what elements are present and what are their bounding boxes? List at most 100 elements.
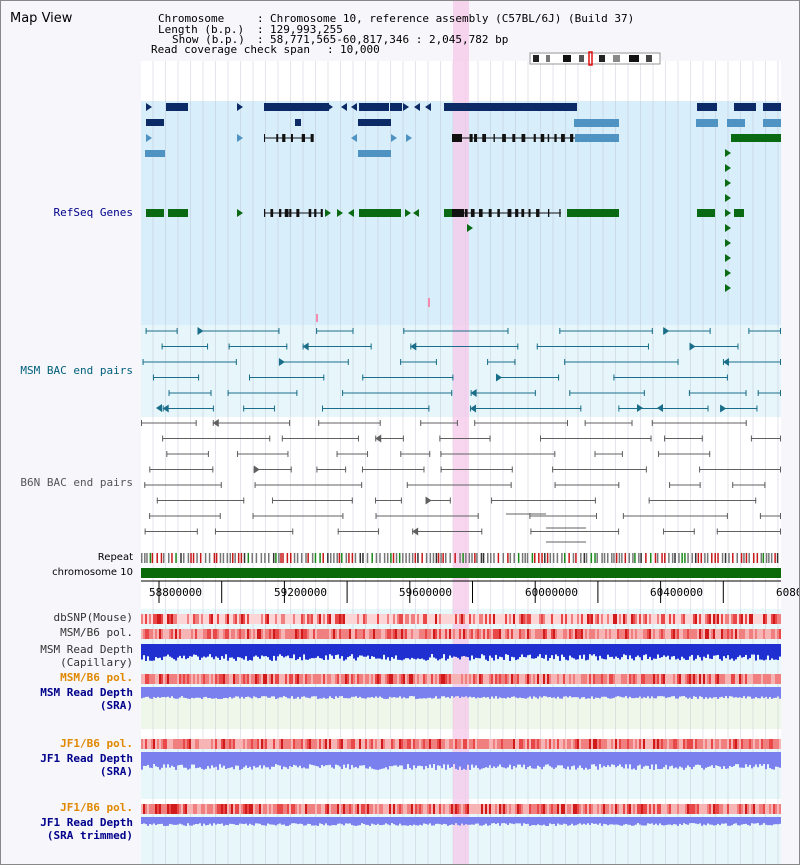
polymorphism-cell: [535, 739, 537, 749]
repeat-element: [684, 553, 686, 563]
polymorphism-cell: [637, 629, 639, 639]
strand-arrow-icon: [162, 404, 169, 413]
polymorphism-cell: [695, 674, 697, 684]
read-depth-bar: [507, 644, 509, 655]
track-label-refseq[interactable]: RefSeq Genes: [53, 206, 133, 219]
polymorphism-cell: [665, 804, 667, 814]
polymorphism-cell: [499, 804, 501, 814]
read-depth-bar: [231, 817, 233, 824]
read-depth-bar: [753, 817, 755, 824]
polymorphism-cell: [579, 804, 581, 814]
read-depth-bar: [195, 687, 197, 698]
read-depth-bar: [505, 752, 507, 769]
bac-end: [236, 451, 238, 457]
polymorphism-cell: [565, 614, 567, 624]
polymorphism-cell: [693, 614, 695, 624]
read-depth-bar: [587, 687, 589, 699]
read-depth-bar: [447, 817, 449, 826]
polymorphism-cell: [669, 804, 671, 814]
polymorphism-cell: [519, 804, 521, 814]
read-depth-bar: [713, 817, 715, 826]
polymorphism-cell: [489, 674, 491, 684]
bac-end: [517, 343, 519, 350]
polymorphism-cell: [611, 804, 613, 814]
polymorphism-cell: [607, 804, 609, 814]
read-depth-bar: [293, 644, 295, 655]
small-marker: [316, 314, 318, 322]
bac-end: [168, 390, 170, 396]
read-depth-bar: [575, 644, 577, 660]
polymorphism-cell: [465, 674, 467, 684]
polymorphism-cell: [627, 674, 629, 684]
read-depth-bar: [697, 687, 699, 699]
repeat-element: [240, 553, 243, 563]
polymorphism-cell: [255, 614, 257, 624]
polymorphism-cell: [443, 804, 445, 814]
read-depth-bar: [765, 752, 767, 770]
read-depth-bar: [591, 817, 593, 824]
read-depth-bar: [199, 817, 201, 824]
read-depth-bar: [169, 752, 171, 768]
read-depth-bar: [423, 644, 425, 660]
polymorphism-cell: [155, 804, 157, 814]
read-depth-bar: [399, 687, 401, 697]
read-depth-bar: [487, 644, 489, 661]
read-depth-bar: [309, 752, 311, 765]
polymorphism-cell: [257, 629, 259, 639]
polymorphism-cell: [213, 739, 215, 749]
polymorphism-cell: [625, 614, 627, 624]
polymorphism-cell: [723, 629, 725, 639]
polymorphism-cell: [415, 804, 417, 814]
polymorphism-cell: [671, 804, 673, 814]
polymorphism-cell: [687, 804, 689, 814]
read-depth-bar: [197, 687, 199, 698]
read-depth-bar: [369, 644, 371, 659]
track-label-b6n-bac[interactable]: B6N BAC end pairs: [20, 476, 133, 489]
polymorphism-cell: [427, 614, 429, 624]
polymorphism-cell: [663, 614, 665, 624]
read-depth-bar: [451, 752, 453, 767]
read-depth-bar: [437, 817, 439, 824]
polymorphism-cell: [193, 674, 195, 684]
polymorphism-cell: [343, 629, 345, 639]
polymorphism-cell: [707, 629, 709, 639]
polymorphism-cell: [587, 674, 589, 684]
polymorphism-cell: [597, 614, 599, 624]
read-depth-bar: [439, 687, 441, 699]
read-depth-bar: [599, 644, 601, 656]
gene-block: [145, 150, 165, 157]
read-depth-bar: [561, 644, 563, 655]
bac-end: [378, 528, 380, 535]
read-depth-bar: [717, 644, 719, 655]
read-depth-bar: [635, 687, 637, 698]
polymorphism-cell: [437, 804, 439, 814]
polymorphism-cell: [609, 614, 611, 624]
polymorphism-cell: [193, 804, 195, 814]
repeat-element: [541, 553, 543, 563]
read-depth-bar: [577, 817, 579, 825]
polymorphism-cell: [293, 674, 295, 684]
polymorphism-cell: [759, 614, 761, 624]
strand-arrow-icon: [237, 103, 243, 111]
polymorphism-cell: [561, 674, 563, 684]
read-depth-bar: [431, 752, 433, 768]
polymorphism-cell: [215, 739, 217, 749]
read-depth-bar: [205, 687, 207, 697]
read-depth-bar: [351, 644, 353, 655]
polymorphism-cell: [641, 674, 643, 684]
gene-block: [734, 103, 756, 111]
read-depth-bar: [323, 752, 325, 767]
read-depth-bar: [437, 644, 439, 661]
read-depth-bar: [711, 817, 713, 825]
track-label-msm-bac[interactable]: MSM BAC end pairs: [20, 364, 133, 377]
polymorphism-cell: [661, 629, 663, 639]
info-colon: :: [257, 33, 264, 46]
polymorphism-cell: [231, 804, 233, 814]
read-depth-bar: [681, 817, 683, 826]
polymorphism-cell: [743, 674, 745, 684]
read-depth-bar: [333, 817, 335, 826]
read-depth-bar: [277, 687, 279, 699]
polymorphism-cell: [425, 629, 427, 639]
polymorphism-cell: [147, 804, 149, 814]
